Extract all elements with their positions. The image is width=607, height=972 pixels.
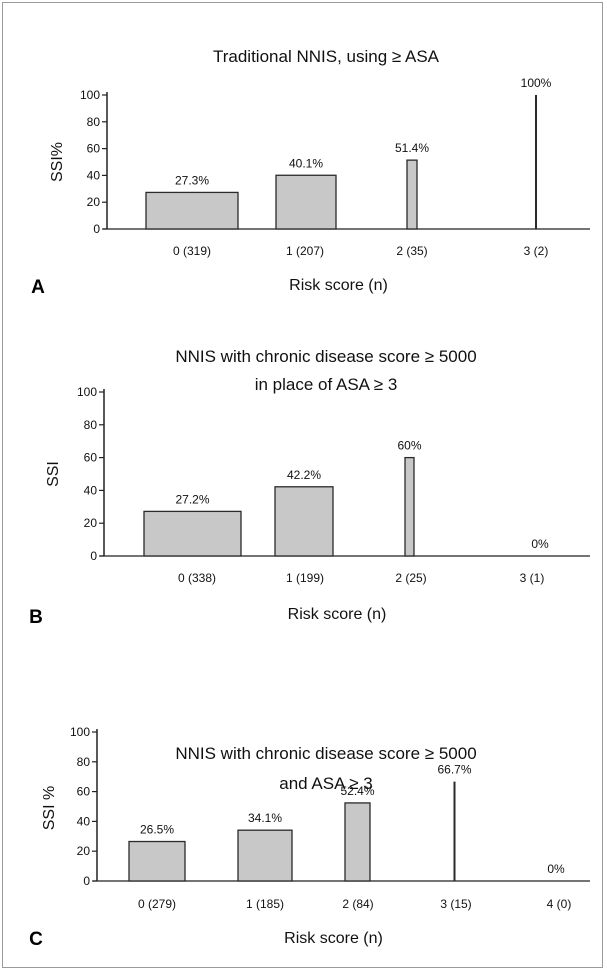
panel-b-y-tick-label: 60 [84,451,98,465]
panel-a-y-tick-label: 0 [93,222,100,236]
panel-b-value-label-2: 60% [397,439,421,453]
panel-b-category-label-1: 1 (199) [286,571,324,585]
panel-b-y-tick-label: 20 [84,516,98,530]
panel-c-category-label-0: 0 (279) [138,897,176,911]
panel-c-y-tick-label: 20 [77,844,91,858]
panel-c-y-tick-label: 40 [77,814,91,828]
panel-b-y-tick-label: 100 [77,385,97,399]
panel-b-y-tick-label: 0 [90,549,97,563]
panel-b-title-line-1: NNIS with chronic disease score ≥ 5000 [175,347,476,366]
panel-c-title-line-2: and ASA ≥ 3 [279,774,372,793]
panel-a-y-tick-label: 100 [80,88,100,102]
panel-b-value-label-0: 27.2% [175,492,209,506]
panel-b-x-axis-title: Risk score (n) [288,606,387,623]
panel-c-value-label-4: 0% [547,862,565,876]
panel-c-y-tick-label: 0 [83,874,90,888]
panel-a-y-tick-label: 20 [87,195,101,209]
panel-b-y-tick-label: 40 [84,483,98,497]
panel-b-category-label-2: 2 (25) [395,571,426,585]
panel-a-value-label-3: 100% [521,76,552,90]
panel-a-x-axis-title: Risk score (n) [289,277,388,294]
panel-c-value-label-2: 52.4% [340,784,374,798]
panel-a-title-line-1: Traditional NNIS, using ≥ ASA [213,47,440,66]
panel-a-bar-2 [406,159,418,230]
panel-a-value-label-0: 27.3% [175,173,209,187]
panel-c-bar-1 [237,829,293,882]
panel-b-value-label-3: 0% [531,537,549,551]
panel-a-category-label-3: 3 (2) [524,244,549,258]
panel-c-x-axis-title: Risk score (n) [284,930,383,947]
panel-c-letter: C [29,929,43,950]
panel-a-category-label-1: 1 (207) [286,244,324,258]
panel-b-bar-2 [404,456,415,557]
panel-b-value-label-1: 42.2% [287,468,321,482]
panel-c-value-label-3: 66.7% [437,763,471,777]
panel-b-category-label-3: 3 (1) [520,571,545,585]
panel-c-value-label-1: 34.1% [248,811,282,825]
panel-c-category-label-4: 4 (0) [547,897,572,911]
panel-b-bar-1 [274,486,334,557]
panel-a-value-label-1: 40.1% [289,156,323,170]
panel-b-letter: B [29,607,43,628]
panel-b-category-label-0: 0 (338) [178,571,216,585]
panel-b-y-tick-label: 80 [84,418,98,432]
panel-a-category-label-2: 2 (35) [396,244,427,258]
panel-c-title-line-1: NNIS with chronic disease score ≥ 5000 [175,744,476,763]
panel-a-category-label-0: 0 (319) [173,244,211,258]
panel-c-category-label-3: 3 (15) [440,897,471,911]
panel-c-y-tick-label: 80 [77,755,91,769]
panel-c-y-axis-title: SSI % [41,786,58,830]
panel-c-y-tick-label: 60 [77,785,91,799]
panel-a-y-tick-label: 80 [87,115,101,129]
panel-a-letter: A [31,277,45,298]
panel-a-bar-0 [145,191,239,230]
panel-a-y-tick-label: 40 [87,168,101,182]
panel-c-value-label-0: 26.5% [140,823,174,837]
panel-c-y-tick-label: 100 [70,725,90,739]
panel-a-y-tick-label: 60 [87,142,101,156]
panel-c-category-label-1: 1 (185) [246,897,284,911]
panel-b-y-axis-title: SSI [45,461,62,487]
panel-c-category-label-2: 2 (84) [342,897,373,911]
panel-b-bar-0 [143,510,242,557]
panel-c-bar-2 [344,802,371,882]
panel-a-value-label-2: 51.4% [395,141,429,155]
panel-a-bar-1 [275,174,337,230]
panel-b-title-line-2: in place of ASA ≥ 3 [255,375,398,394]
panel-a-y-axis-title: SSI% [49,142,66,182]
panel-c-bar-0 [128,840,186,882]
